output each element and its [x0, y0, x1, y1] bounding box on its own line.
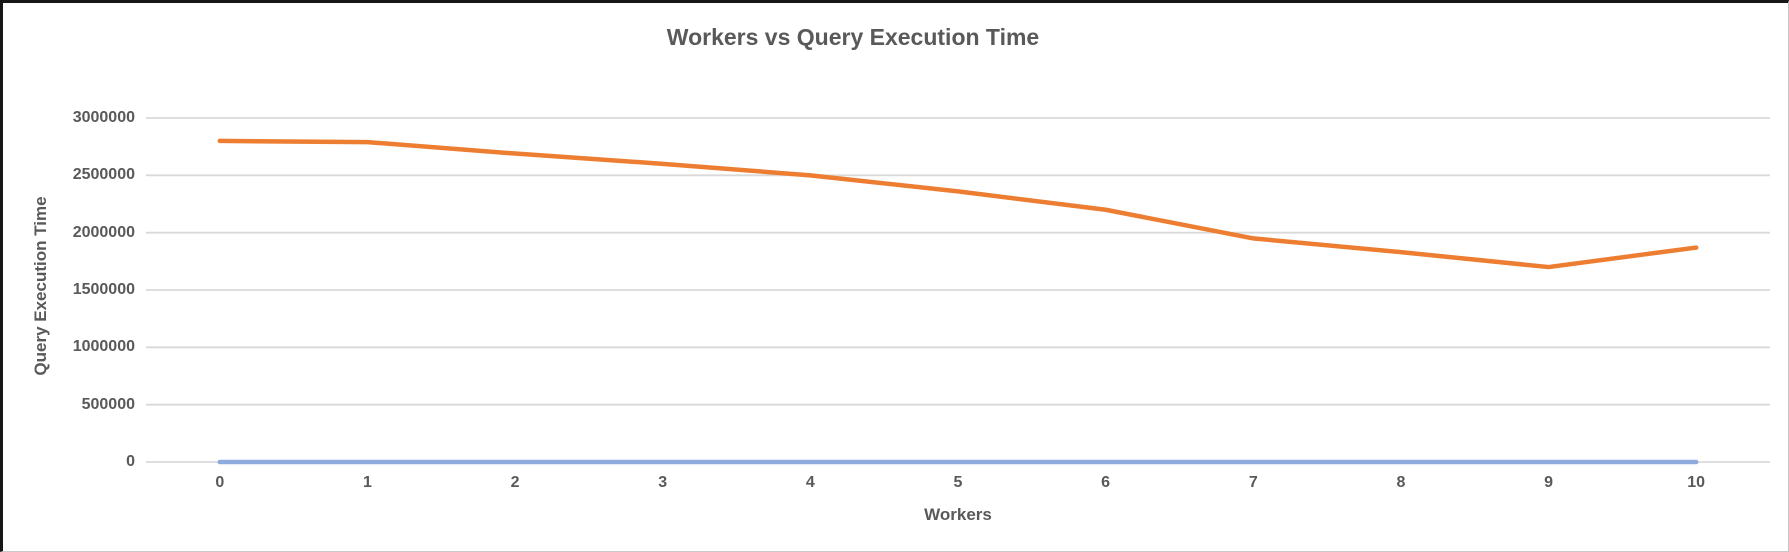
x-axis-title: Workers	[924, 505, 992, 524]
y-tick-label: 1500000	[72, 281, 135, 298]
x-tick-label: 2	[510, 474, 520, 491]
x-tick-label: 6	[1101, 474, 1111, 491]
y-tick-label: 2500000	[72, 166, 135, 184]
y-tick-label: 3000000	[72, 109, 135, 126]
x-tick-label: 8	[1396, 474, 1406, 491]
x-tick-label: 3	[658, 474, 668, 491]
chart-title: Workers vs Query Execution Time	[666, 24, 1040, 50]
y-tick-label: 2000000	[72, 223, 135, 241]
series-line-orange	[217, 138, 1699, 270]
y-tick-label: 1000000	[72, 338, 135, 356]
x-tick-label: 9	[1544, 474, 1553, 491]
x-tick-label: 5	[953, 474, 963, 491]
x-tick-label: 1	[363, 474, 372, 491]
x-tick-label: 7	[1248, 474, 1258, 491]
x-tick-label: 0	[215, 474, 225, 491]
plot-area	[146, 117, 1770, 465]
y-tick-label: 500000	[81, 395, 135, 413]
x-tick-label: 10	[1687, 474, 1706, 491]
x-tick-label: 4	[805, 474, 815, 491]
y-tick-label: 0	[126, 453, 135, 470]
